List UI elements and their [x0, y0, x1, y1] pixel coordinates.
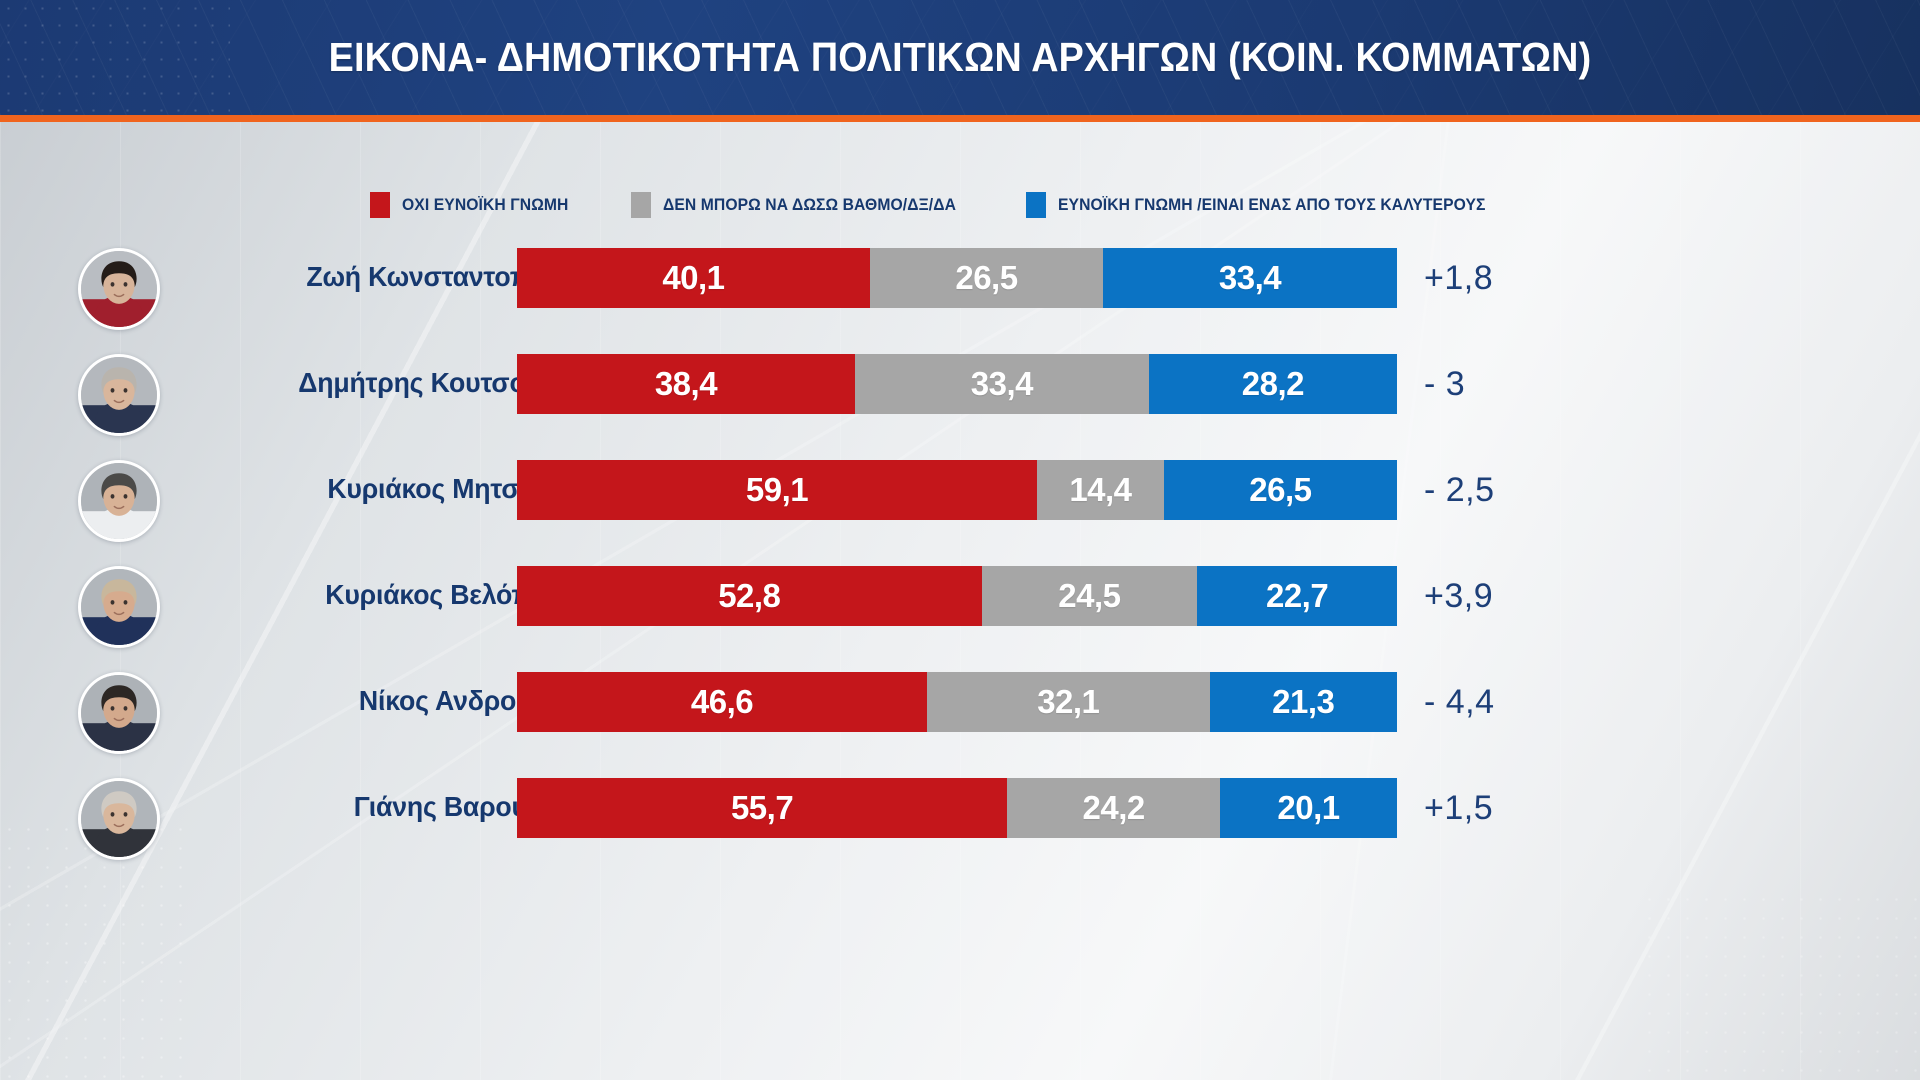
legend-label-unfavourable: ΟΧΙ ΕΥΝΟΪΚΗ ΓΝΩΜΗ — [402, 195, 569, 214]
stacked-bar-track: 55,7 24,2 20,1 — [517, 778, 1397, 838]
chart-row: Κυριάκος Μητσοτάκης 59,1 14,4 26,5- 2,5 — [0, 448, 1920, 554]
legend-swatch-unfavourable-icon — [370, 192, 390, 218]
bar-segment-favourable: 22,7 — [1197, 566, 1397, 626]
chart-row: Ζωή Κωνσταντοπούλου 40,1 26,5 33,4 +1,8 — [0, 236, 1920, 342]
chart-row: Κυριάκος Βελόπουλος 52,8 24,5 22,7 +3,9 — [0, 554, 1920, 660]
bar-segment-no_opinion: 32,1 — [927, 672, 1210, 732]
avatar-nikos-androulakis — [78, 672, 160, 754]
avatar-giannis-varoufakis — [78, 778, 160, 860]
bar-segment-favourable: 33,4 — [1103, 248, 1397, 308]
bar-segment-unfavourable: 52,8 — [517, 566, 982, 626]
bar-segment-favourable: 26,5 — [1163, 460, 1397, 520]
page-title: ΕΙΚΟΝΑ- ΔΗΜΟΤΙΚΟΤΗΤΑ ΠΟΛΙΤΙΚΩΝ ΑΡΧΗΓΩΝ (… — [328, 34, 1592, 80]
legend-label-favourable: ΕΥΝΟΪΚΗ ΓΝΩΜΗ /ΕΙΝΑΙ ΕΝΑΣ ΑΠΟ ΤΟΥΣ ΚΑΛΥΤ… — [1057, 195, 1486, 214]
header-line-pattern — [0, 0, 1920, 115]
bar-segment-no_opinion: 26,5 — [869, 248, 1104, 308]
legend-swatch-no_opinion-icon — [631, 192, 652, 218]
bar-segment-no_opinion: 24,2 — [1007, 778, 1221, 838]
avatar-dimitris-koutsoumpas — [78, 354, 160, 436]
change-value: +1,5 — [1424, 788, 1494, 827]
stacked-bar-track: 46,6 32,1 21,3 — [517, 672, 1397, 732]
header-banner: ΕΙΚΟΝΑ- ΔΗΜΟΤΙΚΟΤΗΤΑ ΠΟΛΙΤΙΚΩΝ ΑΡΧΗΓΩΝ (… — [0, 0, 1920, 115]
chart-legend: ΟΧΙ ΕΥΝΟΪΚΗ ΓΝΩΜΗ ΔΕΝ ΜΠΟΡΩ ΝΑ ΔΩΣΩ ΒΑΘΜΟ… — [370, 188, 1508, 222]
stacked-bar-track: 59,1 14,4 26,5 — [517, 460, 1397, 520]
change-value: - 3 — [1424, 364, 1466, 403]
header-dot-pattern — [0, 0, 230, 115]
bar-segment-unfavourable: 59,1 — [517, 460, 1038, 520]
avatar-kyriakos-mitsotakis — [78, 460, 160, 542]
stacked-bar-track: 38,4 33,4 28,2 — [517, 354, 1397, 414]
bar-segment-no_opinion: 33,4 — [854, 354, 1149, 414]
chart-row: Νίκος Ανδρουλάκης 46,6 32,1 21,3- 4,4 — [0, 660, 1920, 766]
change-value: +3,9 — [1424, 576, 1494, 615]
bar-segment-unfavourable: 46,6 — [517, 672, 928, 732]
header-accent-bar — [0, 115, 1920, 122]
legend-item-unfavourable: ΟΧΙ ΕΥΝΟΪΚΗ ΓΝΩΜΗ — [370, 192, 577, 218]
legend-swatch-favourable-icon — [1025, 192, 1046, 218]
bar-segment-unfavourable: 38,4 — [517, 354, 855, 414]
bar-segment-unfavourable: 55,7 — [517, 778, 1008, 838]
bar-segment-favourable: 20,1 — [1220, 778, 1397, 838]
legend-item-favourable: ΕΥΝΟΪΚΗ ΓΝΩΜΗ /ΕΙΝΑΙ ΕΝΑΣ ΑΠΟ ΤΟΥΣ ΚΑΛΥΤ… — [1025, 192, 1508, 218]
change-value: - 2,5 — [1424, 470, 1495, 509]
chart-rows: Ζωή Κωνσταντοπούλου 40,1 26,5 33,4 +1,8 Δημή… — [0, 236, 1920, 872]
stacked-bar-track: 40,1 26,5 33,4 — [517, 248, 1397, 308]
change-value: - 4,4 — [1424, 682, 1495, 721]
stacked-bar-track: 52,8 24,5 22,7 — [517, 566, 1397, 626]
background-corner-dots — [0, 820, 190, 1080]
chart-row: Δημήτρης Κουτσούμπας 38,4 33,4 28,2- 3 — [0, 342, 1920, 448]
bar-segment-no_opinion: 24,5 — [981, 566, 1198, 626]
bar-segment-unfavourable: 40,1 — [517, 248, 870, 308]
chart-row: Γιάνης Βαρουφάκης 55,7 24,2 20,1 +1,5 — [0, 766, 1920, 872]
bar-segment-favourable: 28,2 — [1148, 354, 1397, 414]
bar-segment-no_opinion: 14,4 — [1037, 460, 1164, 520]
bar-segment-favourable: 21,3 — [1209, 672, 1397, 732]
change-value: +1,8 — [1424, 258, 1494, 297]
legend-item-no_opinion: ΔΕΝ ΜΠΟΡΩ ΝΑ ΔΩΣΩ ΒΑΘΜΟ/ΔΞ/ΔΑ — [631, 192, 971, 218]
avatar-zoi-konstantopoulou — [78, 248, 160, 330]
legend-label-no_opinion: ΔΕΝ ΜΠΟΡΩ ΝΑ ΔΩΣΩ ΒΑΘΜΟ/ΔΞ/ΔΑ — [663, 195, 957, 214]
avatar-kyriakos-velopoulos — [78, 566, 160, 648]
background-bottom-dots — [1640, 890, 1920, 1080]
